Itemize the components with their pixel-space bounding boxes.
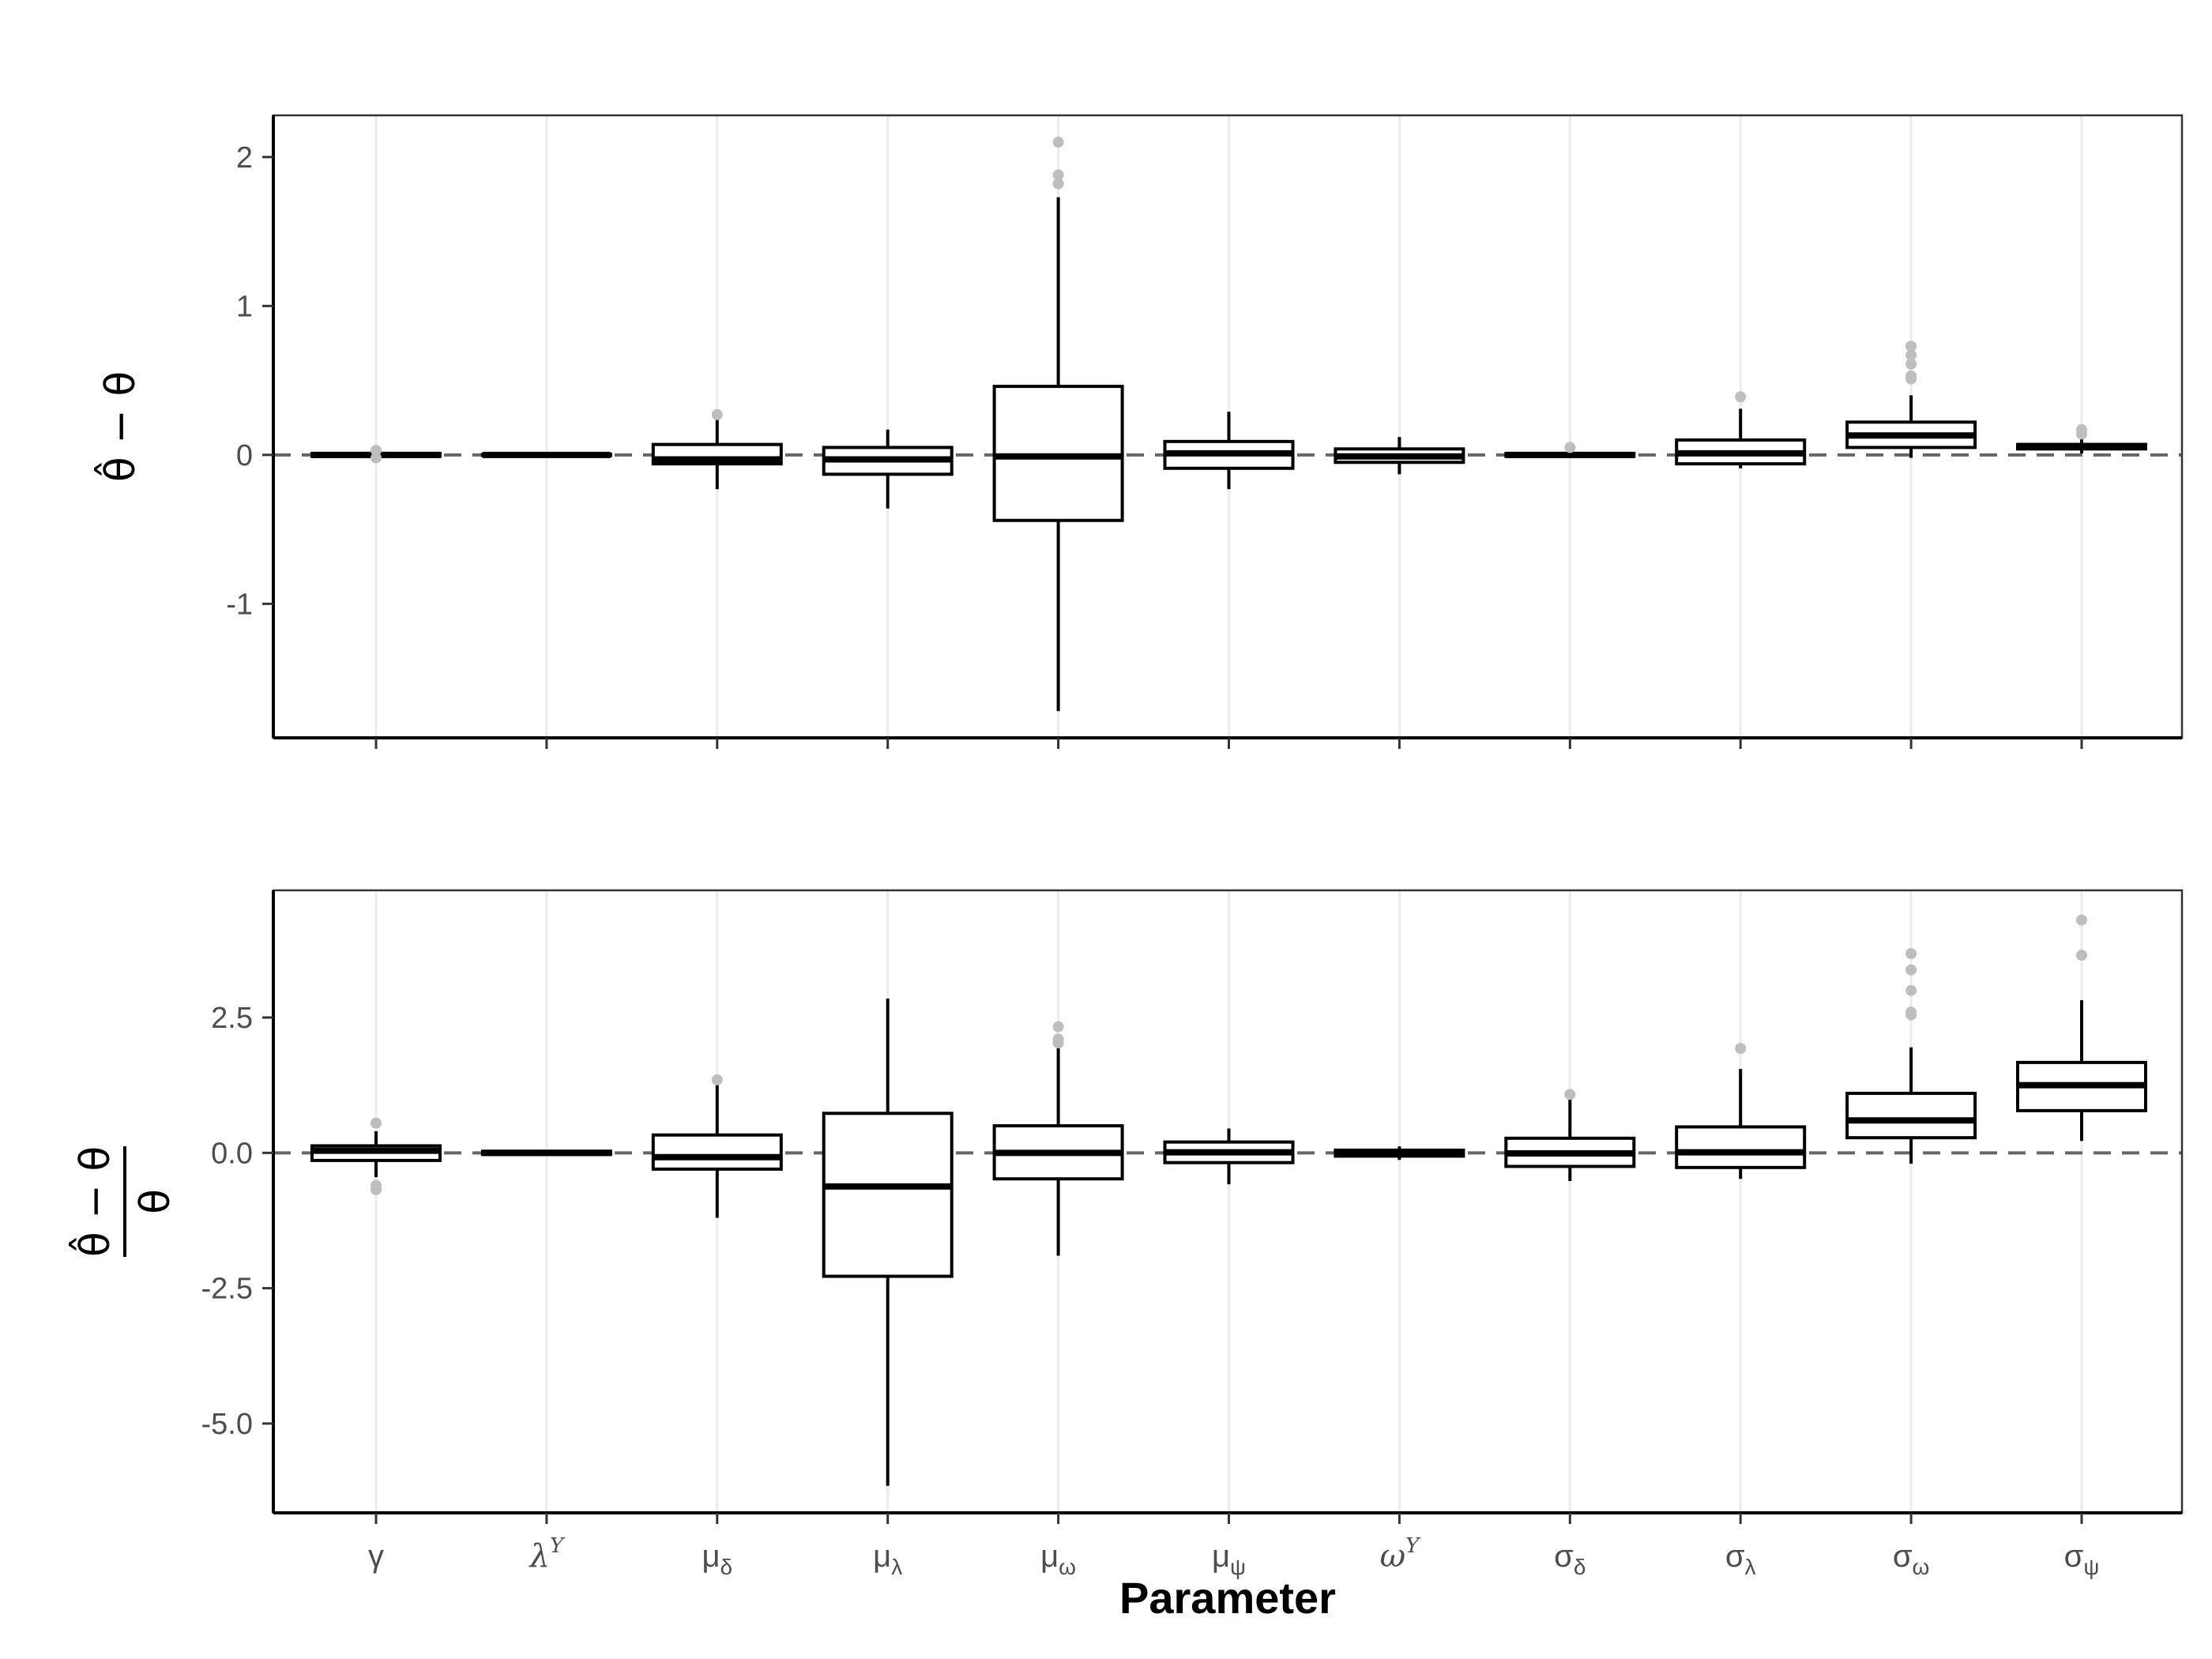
box-6: [1163, 412, 1295, 490]
panel-2: -5.0 -2.5 0.0 2.5 θ̂ − θ θ: [69, 889, 2184, 1524]
y-tick-label: -2.5: [201, 1273, 253, 1306]
y-tick-label: 0.0: [211, 1137, 253, 1170]
x-axis-title: Parameter: [1119, 1573, 1336, 1623]
y-tick-label: -1: [226, 588, 253, 621]
y-tick-label: 1: [236, 290, 253, 323]
y-axis-label-numerator: θ̂ − θ: [69, 1146, 119, 1257]
x-tick-label: σδ: [1554, 1539, 1586, 1579]
box-1: [310, 445, 442, 464]
outlier-point: [2076, 950, 2087, 961]
outlier-point: [1905, 349, 1917, 361]
x-tick-label: σψ: [2064, 1539, 2100, 1579]
outlier-point: [1905, 984, 1917, 996]
y-axis-label-text: θ̂ − θ: [94, 371, 145, 482]
box-9: [1675, 1043, 1807, 1179]
outlier-point: [1735, 391, 1747, 403]
x-tick-label: μψ: [1212, 1539, 1246, 1579]
outlier-point: [711, 408, 723, 420]
outlier-point: [1905, 370, 1917, 382]
box-11: [2016, 423, 2147, 453]
box-8: [1504, 442, 1636, 458]
x-tick-label: μω: [1040, 1539, 1076, 1579]
x-tick-label: μλ: [873, 1539, 902, 1579]
box-5: [992, 136, 1124, 712]
box-10: [1845, 340, 1977, 458]
x-tick-label: σω: [1893, 1539, 1930, 1579]
outlier-point: [1735, 1043, 1747, 1055]
y-axis-label-fraction: θ̂ − θ θ: [69, 1146, 179, 1257]
outlier-point: [1564, 1089, 1576, 1100]
outlier-point: [1052, 136, 1064, 148]
outlier-point: [2076, 423, 2087, 435]
x-tick-label: γ: [368, 1539, 384, 1574]
outlier-point: [1905, 964, 1917, 976]
box-4: [822, 999, 954, 1486]
box-4: [822, 429, 954, 509]
box-iqr: [1845, 1091, 1977, 1140]
outlier-point: [371, 1117, 382, 1129]
box-3: [651, 1074, 783, 1218]
outlier-point: [1052, 1033, 1064, 1045]
panel-1: -1 0 1 2 θ̂ − θ: [94, 114, 2184, 749]
box-5: [992, 1021, 1124, 1256]
box-10: [1845, 948, 1977, 1164]
x-tick-label: ωY: [1380, 1534, 1422, 1574]
box-7: [1334, 437, 1465, 475]
box-1: [310, 1117, 442, 1195]
box-8: [1504, 1089, 1636, 1181]
y-axis-label: θ̂ − θ: [94, 371, 145, 482]
box-iqr: [822, 1112, 954, 1278]
y-tick-label: 2.5: [211, 1002, 253, 1035]
outlier-point: [1052, 169, 1064, 181]
box-3: [651, 408, 783, 490]
outlier-point: [371, 452, 382, 464]
box-9: [1675, 391, 1807, 468]
outlier-point: [1052, 178, 1064, 190]
y-tick-label: 2: [236, 141, 253, 175]
x-tick-label: σλ: [1725, 1539, 1756, 1579]
outlier-point: [371, 1183, 382, 1195]
box-2: [480, 451, 612, 458]
x-tick-label: μδ: [702, 1539, 732, 1579]
outlier-point: [1052, 1021, 1064, 1033]
y-axis-label-denominator: θ: [132, 1189, 179, 1214]
box-iqr: [1675, 1125, 1807, 1169]
outlier-point: [1905, 1006, 1917, 1018]
outlier-point: [711, 1074, 723, 1085]
outlier-point: [1905, 358, 1917, 370]
outlier-point: [1564, 442, 1576, 453]
box-7: [1334, 1146, 1465, 1161]
outlier-point: [1905, 340, 1917, 352]
box-11: [2016, 914, 2147, 1142]
y-tick-label: -5.0: [201, 1408, 253, 1441]
box-6: [1163, 1128, 1295, 1185]
x-tick-label: λY: [529, 1534, 566, 1574]
y-tick-label: 0: [236, 439, 253, 472]
box-2: [480, 1149, 612, 1157]
outlier-point: [2076, 914, 2087, 926]
outlier-point: [1905, 948, 1917, 960]
box-iqr: [651, 1133, 783, 1171]
